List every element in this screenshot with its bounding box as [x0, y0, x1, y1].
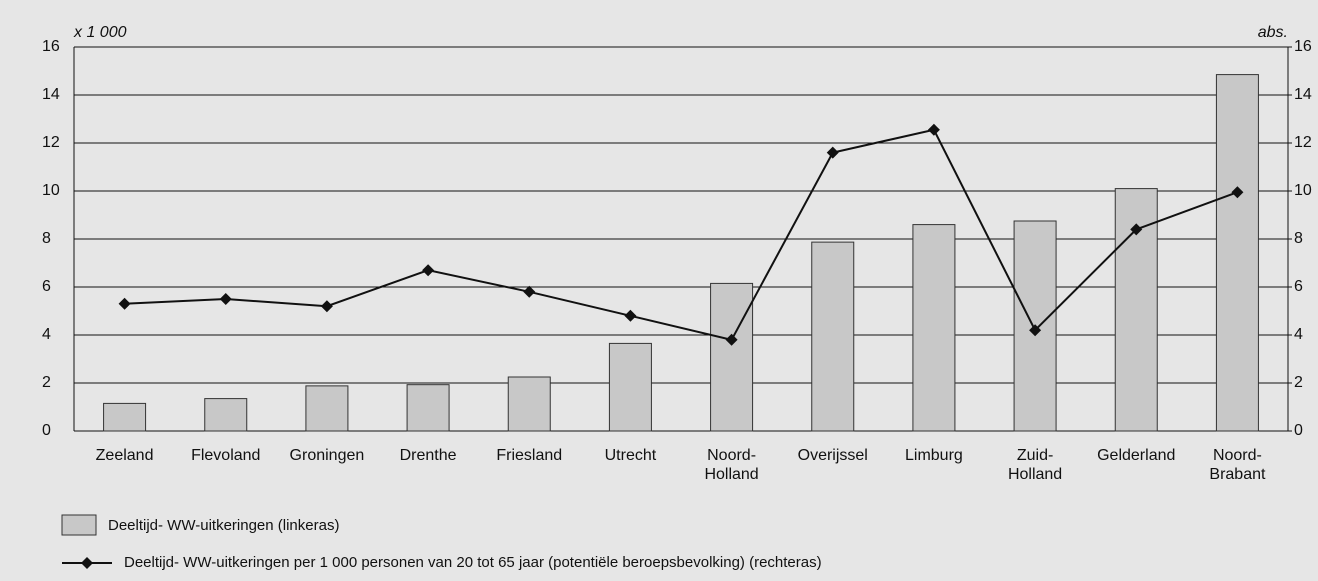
y-tick-label: 2: [42, 374, 51, 391]
bar: [912, 224, 956, 432]
y2-tick-label: 2: [1294, 374, 1303, 391]
y-unit-label: x 1 000: [73, 24, 127, 41]
y2-tick-label: 6: [1294, 278, 1303, 295]
bar: [103, 402, 147, 432]
x-tick-label: Noord-Holland: [704, 447, 758, 483]
x-tick-label: Utrecht: [605, 447, 657, 464]
y-tick-label: 0: [42, 422, 51, 439]
legend-label: Deeltijd- WW-uitkeringen per 1 000 perso…: [124, 554, 822, 571]
y2-tick-label: 4: [1294, 326, 1303, 343]
legend-marker: [81, 557, 93, 569]
x-tick-label: Overijssel: [798, 447, 868, 464]
y-tick-label: 8: [42, 230, 51, 247]
y-tick-label: 12: [42, 134, 60, 151]
x-tick-label: Zeeland: [96, 447, 154, 464]
bar: [305, 385, 349, 432]
marker: [1029, 324, 1042, 337]
x-tick-label: Drenthe: [400, 447, 457, 464]
y2-tick-label: 0: [1294, 422, 1303, 439]
bar: [608, 342, 652, 432]
marker: [1130, 223, 1143, 236]
y-tick-label: 4: [42, 326, 51, 343]
x-tick-label: Flevoland: [191, 447, 260, 464]
bar: [811, 241, 855, 432]
marker: [927, 123, 940, 136]
marker: [725, 333, 738, 346]
bar: [1215, 74, 1259, 432]
y-tick-label: 14: [42, 86, 60, 103]
bar: [1114, 188, 1158, 432]
x-tick-label: Zuid-Holland: [1008, 447, 1062, 483]
y-tick-label: 6: [42, 278, 51, 295]
x-tick-label: Limburg: [905, 447, 963, 464]
y2-unit-label: abs.: [1258, 24, 1288, 41]
marker: [118, 297, 131, 310]
legend-swatch: [61, 514, 97, 536]
marker: [422, 264, 435, 277]
y-tick-label: 16: [42, 38, 60, 55]
x-tick-label: Friesland: [496, 447, 562, 464]
line: [124, 128, 1238, 341]
marker: [219, 293, 232, 305]
y2-tick-label: 14: [1294, 86, 1312, 103]
bar: [710, 282, 754, 432]
x-tick-label: Gelderland: [1097, 447, 1175, 464]
marker: [523, 285, 536, 298]
y-tick-label: 10: [42, 182, 60, 199]
marker: [826, 146, 839, 159]
y2-tick-label: 10: [1294, 182, 1312, 199]
marker: [624, 309, 637, 322]
bar: [507, 376, 551, 432]
y2-tick-label: 8: [1294, 230, 1303, 247]
legend-label: Deeltijd- WW-uitkeringen (linkeras): [108, 517, 339, 534]
y2-tick-label: 16: [1294, 38, 1312, 55]
x-tick-label: Groningen: [290, 447, 365, 464]
x-tick-label: Noord-Brabant: [1209, 447, 1266, 483]
marker: [1231, 186, 1244, 199]
bar: [406, 384, 450, 432]
marker: [320, 300, 333, 313]
bar: [204, 398, 248, 432]
y2-tick-label: 12: [1294, 134, 1312, 151]
